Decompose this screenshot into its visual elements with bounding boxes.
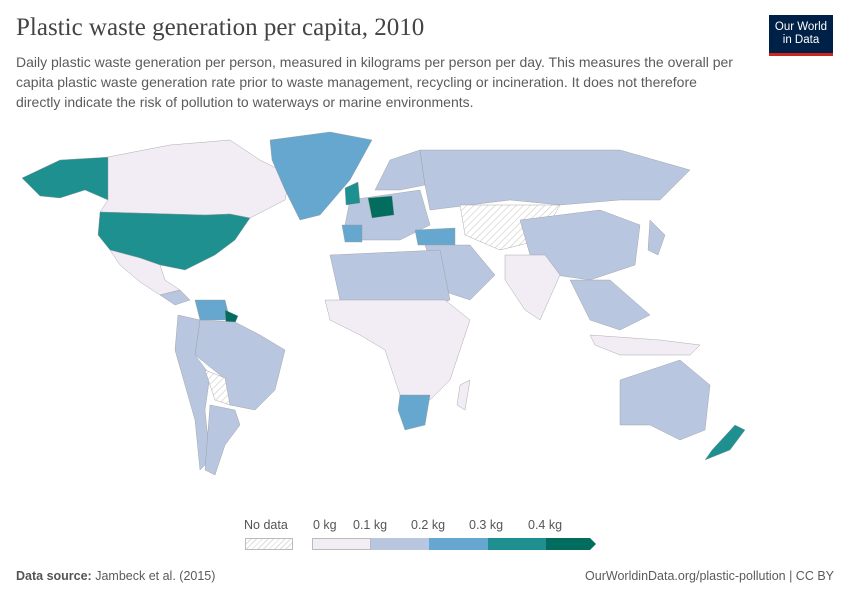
world-map[interactable] [0,110,850,510]
country-new-zealand[interactable] [704,424,746,461]
legend-bin-0[interactable] [312,538,371,550]
legend-tick-0: 0 kg [313,518,337,532]
legend-bin-1[interactable] [371,538,429,550]
country-usa[interactable] [97,211,251,271]
chart-subtitle: Daily plastic waste generation per perso… [16,54,733,110]
country-australia[interactable] [619,359,711,441]
country-southeast-asia[interactable] [569,279,651,331]
country-japan[interactable] [647,219,666,256]
owid-logo[interactable]: Our World in Data [769,15,833,56]
footer-link[interactable]: OurWorldinData.org/plastic-pollution | C… [585,569,834,583]
country-venezuela[interactable] [194,299,231,321]
legend-tick-2: 0.2 kg [411,518,446,532]
country-germany[interactable] [367,195,395,219]
legend-bin-2[interactable] [429,538,488,550]
chart-title: Plastic waste generation per capita, 201… [16,14,425,41]
country-bolivia-paraguay[interactable] [204,369,231,406]
country-argentina[interactable] [204,404,241,476]
source-text[interactable]: Jambeck et al. (2015) [95,569,216,583]
country-scandinavia[interactable] [374,149,426,191]
country-madagascar[interactable] [456,379,471,411]
country-spain[interactable] [341,224,363,243]
legend-no-data-swatch[interactable] [245,538,293,550]
source-label: Data source: [16,569,92,583]
country-canada[interactable] [99,139,291,219]
legend-no-data-label: No data [244,518,288,532]
country-greenland[interactable] [269,131,373,221]
country-brazil[interactable] [194,319,286,411]
country-uk-ireland[interactable] [344,181,361,206]
legend-bin-3[interactable] [488,538,546,550]
country-south-africa[interactable] [397,394,431,431]
country-indonesia[interactable] [589,334,701,356]
legend-tick-4: 0.4 kg [528,518,563,532]
country-russia[interactable] [419,149,691,211]
legend-tick-3: 0.3 kg [469,518,504,532]
country-alaska[interactable] [21,156,111,201]
legend-tick-1: 0.1 kg [353,518,388,532]
country-africa-central[interactable] [324,299,471,401]
country-turkey[interactable] [414,227,456,246]
country-central-america[interactable] [159,289,191,306]
data-source: Data source: Jambeck et al. (2015) [16,569,215,583]
country-india[interactable] [504,254,561,321]
legend-bin-4[interactable] [546,538,596,550]
